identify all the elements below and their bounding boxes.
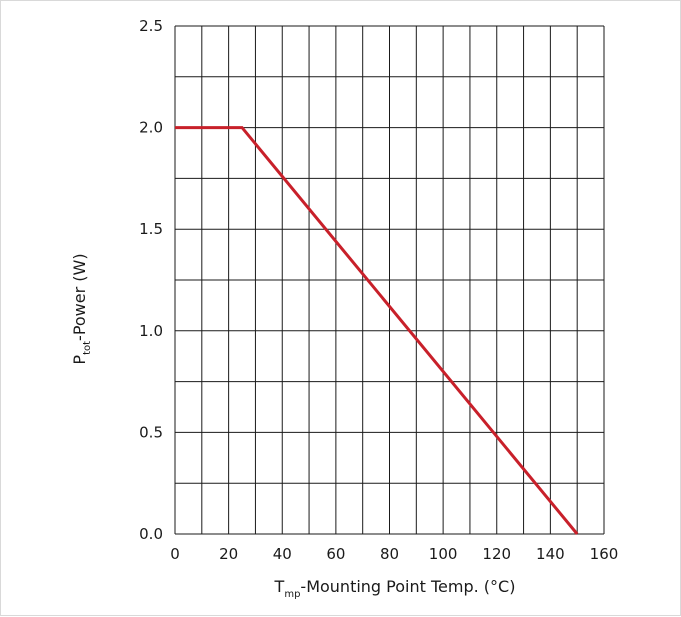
y-tick-label: 1.0 bbox=[139, 322, 163, 340]
x-tick-label: 100 bbox=[429, 545, 458, 563]
x-tick-label: 40 bbox=[273, 545, 292, 563]
x-tick-label: 0 bbox=[170, 545, 180, 563]
x-tick-label: 80 bbox=[380, 545, 399, 563]
y-axis-label: Ptot-Power (W) bbox=[70, 253, 93, 364]
y-ticks: 0.0 0.5 1.0 1.5 2.0 2.5 bbox=[139, 17, 163, 543]
x-axis-label: Tmp-Mounting Point Temp. (°C) bbox=[274, 577, 516, 600]
series-group bbox=[175, 126, 579, 535]
x-tick-label: 160 bbox=[590, 545, 619, 563]
y-tick-label: 2.0 bbox=[139, 119, 163, 137]
y-tick-label: 1.5 bbox=[139, 220, 163, 238]
x-tick-label: 120 bbox=[482, 545, 511, 563]
x-ticks: 0 20 40 60 80 100 120 140 160 bbox=[170, 545, 618, 563]
x-tick-label: 140 bbox=[536, 545, 565, 563]
y-tick-label: 0.0 bbox=[139, 525, 163, 543]
y-tick-label: 0.5 bbox=[139, 423, 163, 441]
x-tick-label: 60 bbox=[326, 545, 345, 563]
y-tick-label: 2.5 bbox=[139, 17, 163, 35]
series-line bbox=[175, 126, 579, 535]
grid bbox=[174, 25, 605, 535]
x-tick-label: 20 bbox=[219, 545, 238, 563]
